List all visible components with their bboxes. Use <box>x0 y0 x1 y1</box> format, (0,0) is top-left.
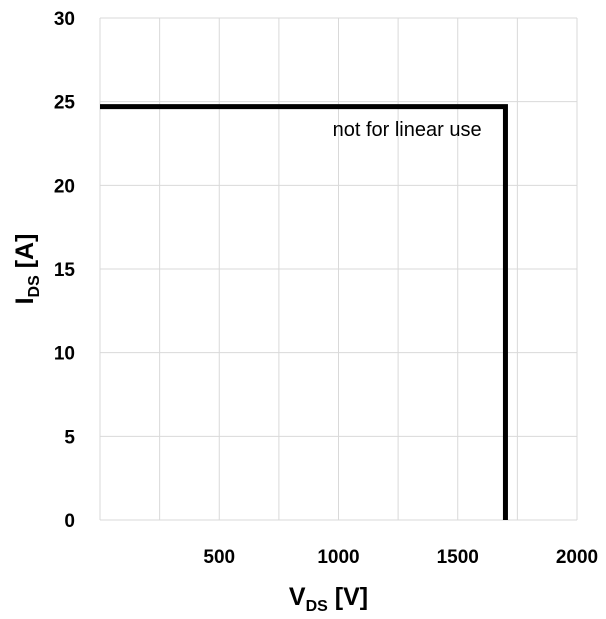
x-axis-title-subscript: DS <box>306 598 329 615</box>
x-tick-label-500: 500 <box>203 547 235 568</box>
y-axis-title-main: I <box>11 297 39 304</box>
axes <box>99 18 577 521</box>
y-tick-labels: 0 5 10 15 20 25 30 <box>54 9 76 532</box>
y-axis-title-unit: [A] <box>11 234 39 276</box>
y-tick-label-5: 5 <box>64 427 75 448</box>
y-tick-label-10: 10 <box>54 344 75 365</box>
y-tick-label-30: 30 <box>54 9 75 30</box>
y-axis-title-subscript: DS <box>26 275 43 298</box>
x-tick-labels: 500 1000 1500 2000 <box>203 547 598 568</box>
grid-lines <box>100 17 578 521</box>
x-axis-title-unit: [V] <box>328 583 368 611</box>
y-tick-label-0: 0 <box>64 511 75 532</box>
y-tick-label-25: 25 <box>54 93 76 114</box>
annotation-not-for-linear-use: not for linear use <box>333 119 482 141</box>
x-tick-label-1500: 1500 <box>437 547 479 568</box>
series-group <box>100 104 508 520</box>
x-axis-title: VDS [V] <box>289 583 368 615</box>
x-tick-label-1000: 1000 <box>317 547 359 568</box>
soa-boundary-line <box>100 104 508 520</box>
x-tick-label-2000: 2000 <box>556 547 598 568</box>
y-tick-label-15: 15 <box>54 260 76 281</box>
x-axis-title-main: V <box>289 583 306 611</box>
y-axis-title: IDS [A] <box>11 234 43 305</box>
y-tick-label-20: 20 <box>54 176 75 197</box>
